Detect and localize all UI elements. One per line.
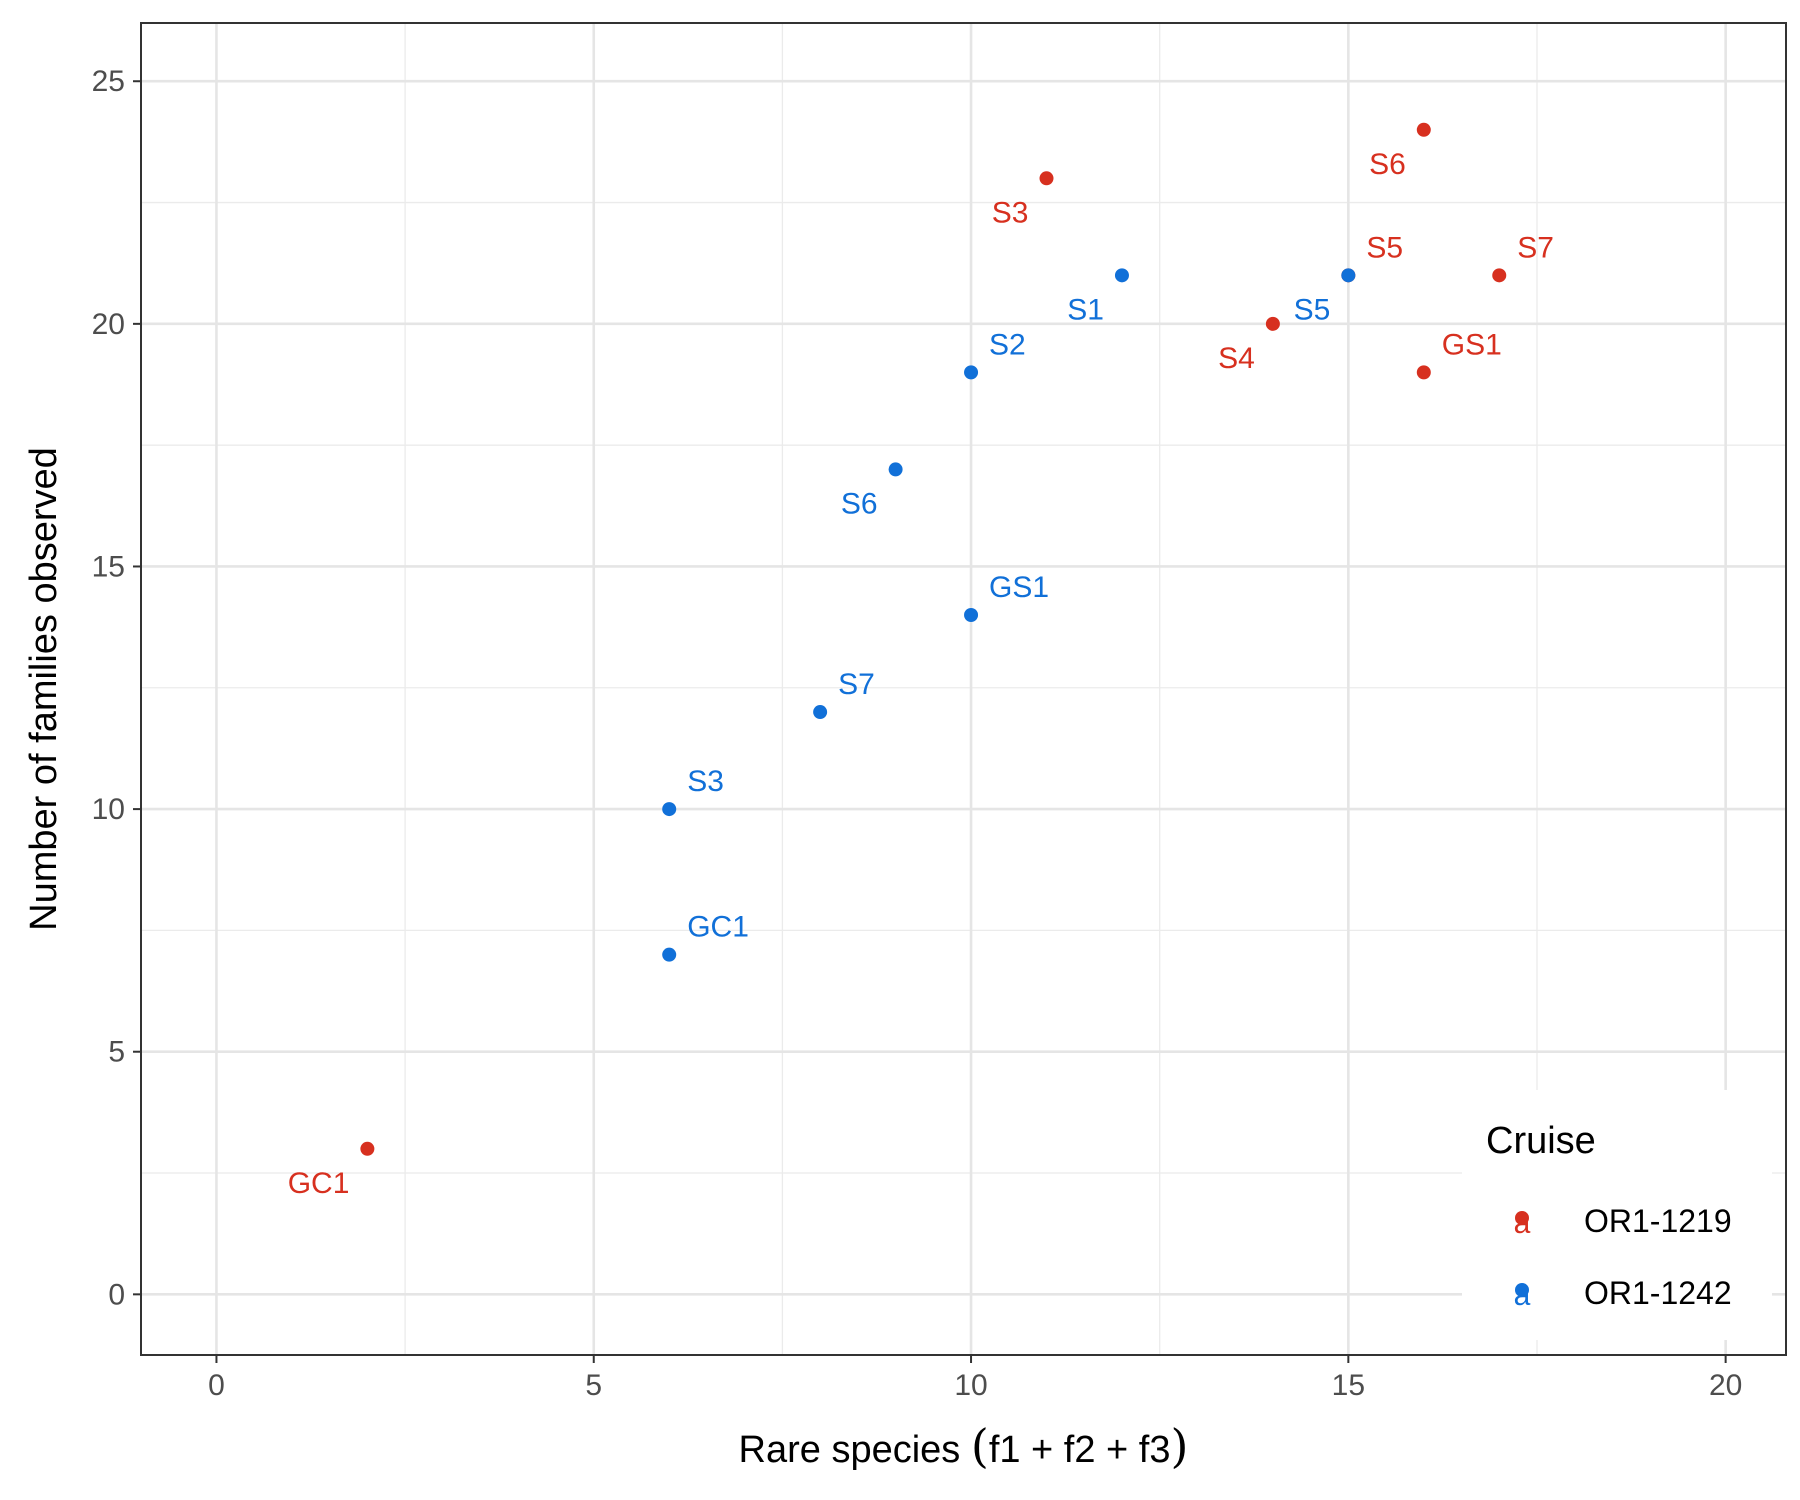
y-axis-title: Number of families observed [23, 447, 65, 931]
y-tick-label: 25 [92, 65, 125, 98]
legend-label: OR1-1219 [1584, 1203, 1732, 1239]
y-tick-label: 20 [92, 308, 125, 341]
point-label: GS1 [989, 571, 1049, 604]
data-point [1265, 316, 1280, 331]
point-label: S4 [1218, 342, 1255, 375]
legend-key-glyph: a [1514, 1207, 1531, 1240]
legend-key-point [1515, 1283, 1529, 1297]
legend: Cruise a OR1-1219 a OR1-1242 [1462, 1090, 1772, 1340]
legend-key-glyph: a [1514, 1279, 1531, 1312]
data-point [1416, 122, 1431, 137]
point-label: S5 [1294, 293, 1331, 326]
y-tick-label: 0 [108, 1278, 125, 1311]
x-tick-label: 0 [208, 1369, 225, 1402]
data-point [662, 947, 677, 962]
x-axis-title-prefix: Rare species [739, 1429, 971, 1471]
data-point [1341, 268, 1356, 283]
point-label: S2 [989, 328, 1026, 361]
data-point [1039, 171, 1054, 186]
legend-title: Cruise [1486, 1120, 1596, 1162]
x-axis-title: Rare species (f1 + f2 + f3) [739, 1419, 1189, 1473]
legend-key-point [1515, 1211, 1529, 1225]
y-tick-label: 5 [108, 1036, 125, 1069]
legend-background [1462, 1090, 1772, 1340]
y-tick-label: 10 [92, 793, 125, 826]
data-point [888, 462, 903, 477]
point-label: S1 [1067, 293, 1104, 326]
point-label: S6 [841, 487, 878, 520]
legend-items: a OR1-1219 a OR1-1242 [1514, 1203, 1732, 1312]
legend-item: a OR1-1219 [1514, 1203, 1732, 1240]
point-label: S3 [992, 196, 1029, 229]
legend-item: a OR1-1242 [1514, 1275, 1732, 1312]
point-label: S7 [1517, 231, 1554, 264]
point-label: S3 [687, 765, 724, 798]
data-point [813, 705, 828, 720]
point-label: GS1 [1442, 328, 1502, 361]
data-point [964, 365, 979, 380]
y-axis: 0 5 10 15 20 25 [92, 65, 141, 1311]
x-axis: 0 5 10 15 20 [208, 1355, 1742, 1402]
point-label: GC1 [687, 911, 749, 944]
x-axis-title-close-paren: ) [1171, 1419, 1189, 1473]
major-gridlines [141, 23, 1786, 1355]
legend-label: OR1-1242 [1584, 1275, 1732, 1311]
x-tick-label: 10 [954, 1369, 987, 1402]
data-point [1416, 365, 1431, 380]
data-point [964, 608, 979, 622]
x-tick-label: 5 [585, 1369, 602, 1402]
point-labels: GC1 S3 S4 S6 GS1 S7 S5 GC1 S3 S7 GS1 S6 S2 S1 S5 [288, 148, 1554, 1200]
x-tick-label: 15 [1332, 1369, 1365, 1402]
y-tick-label: 15 [92, 550, 125, 583]
point-label: S5 [1366, 231, 1403, 264]
point-label: GC1 [288, 1167, 350, 1200]
data-point [1114, 268, 1129, 283]
x-tick-label: 20 [1709, 1369, 1742, 1402]
data-point [662, 802, 677, 817]
data-point [360, 1141, 375, 1156]
x-axis-title-expression: f1 + f2 + f3 [989, 1429, 1171, 1471]
point-label: S6 [1369, 148, 1406, 181]
data-points [360, 122, 1507, 1156]
point-label: S7 [838, 668, 875, 701]
data-point [1492, 268, 1507, 283]
plot-border [140, 22, 1787, 1356]
x-axis-title-open-paren: ( [971, 1419, 989, 1473]
